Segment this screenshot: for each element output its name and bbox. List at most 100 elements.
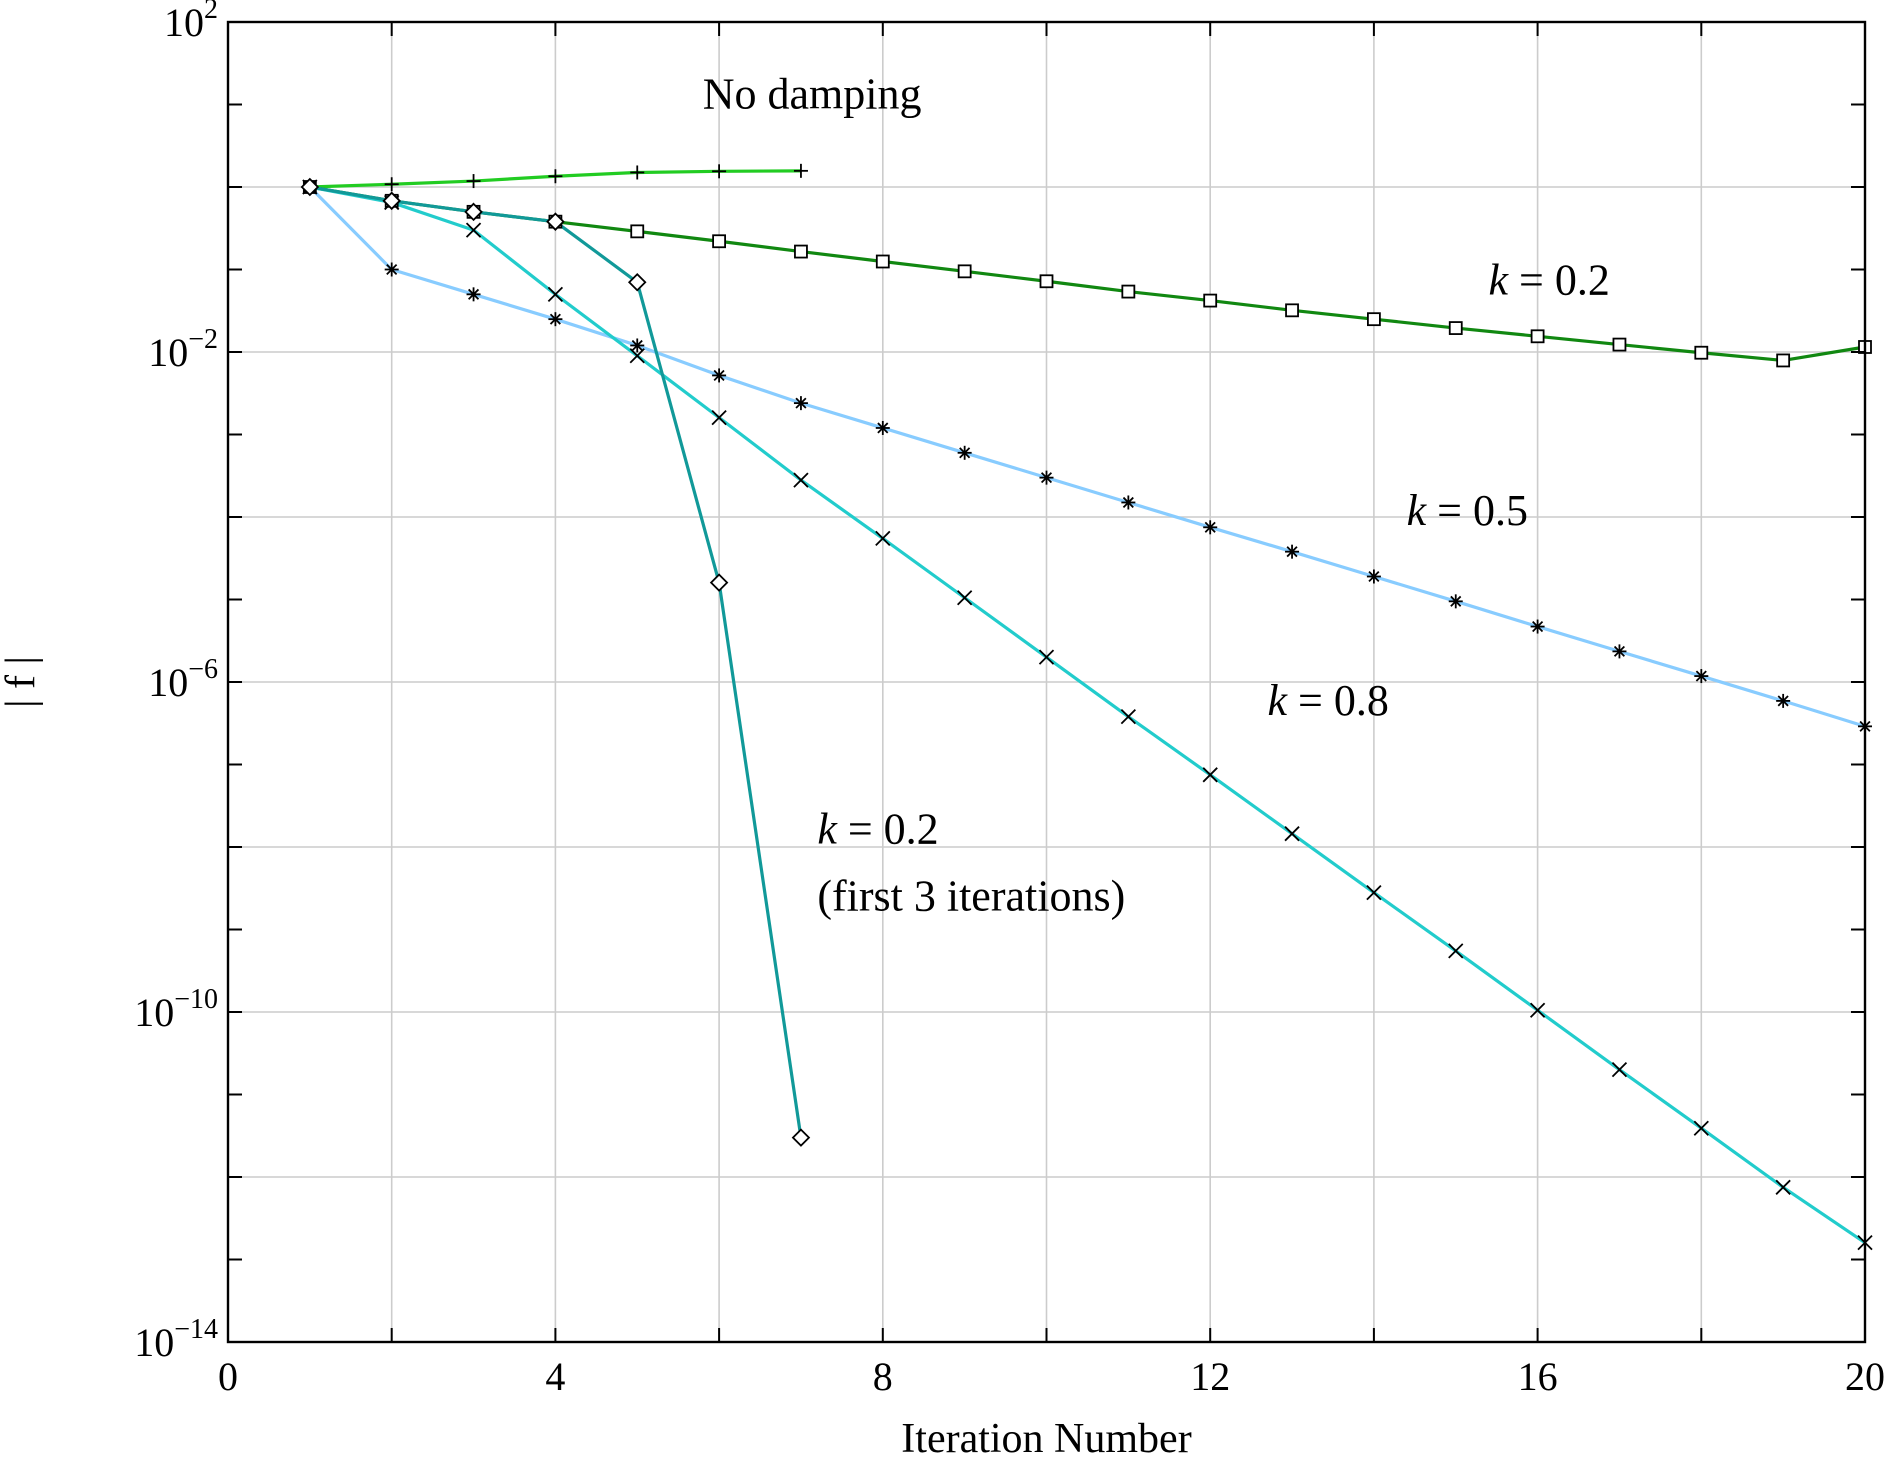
data-point-x <box>547 286 564 302</box>
x-tick-label: 12 <box>1190 1354 1230 1399</box>
data-point-plus <box>548 169 563 184</box>
data-point-square <box>957 264 972 279</box>
annotation-text: No damping <box>703 69 922 118</box>
x-tick-label: 4 <box>545 1354 565 1399</box>
data-point-x <box>793 472 809 488</box>
data-point-x <box>1775 1179 1791 1195</box>
data-point-square <box>1612 337 1627 352</box>
annotation-text: = 0.8 <box>1287 676 1389 725</box>
series-line-3 <box>309 185 1866 1244</box>
data-point-x <box>1529 1002 1546 1018</box>
y-tick-exponent: 2 <box>204 0 218 25</box>
y-tick-base: 10 <box>164 0 204 45</box>
data-point-asterisk <box>1776 693 1791 708</box>
data-point-asterisk <box>793 396 808 411</box>
data-point-diamond <box>382 191 401 211</box>
data-point-asterisk <box>1203 520 1218 535</box>
data-point-asterisk <box>1121 495 1136 510</box>
data-point-x <box>629 348 645 364</box>
y-tick-base: 10 <box>134 1320 174 1365</box>
series-markers <box>300 163 1873 1251</box>
y-tick-base: 10 <box>134 990 174 1035</box>
data-point-asterisk <box>384 262 399 277</box>
data-point-plus <box>384 177 399 192</box>
y-tick-label: 102 <box>164 0 218 45</box>
data-point-square <box>712 234 726 249</box>
series-line-1 <box>309 185 1866 363</box>
data-point-plus <box>712 164 727 179</box>
data-point-asterisk <box>1366 569 1381 584</box>
data-point-x <box>1120 709 1136 725</box>
data-point-x <box>1611 1062 1628 1078</box>
y-tick-exponent: −2 <box>188 324 218 355</box>
data-point-asterisk <box>1694 669 1709 684</box>
x-tick-label: 20 <box>1845 1354 1885 1399</box>
data-point-square <box>1530 329 1545 344</box>
y-tick-label: 10−6 <box>148 654 218 705</box>
data-point-x <box>1284 826 1300 842</box>
data-point-square <box>1121 284 1136 299</box>
data-point-asterisk <box>1039 470 1054 485</box>
data-point-x <box>1366 884 1382 901</box>
annotation-text: = 0.5 <box>1426 486 1528 535</box>
axis-ticks <box>228 22 1865 1342</box>
data-point-diamond <box>464 202 483 222</box>
data-point-plus <box>793 163 808 178</box>
data-point-diamond <box>709 573 729 592</box>
data-point-x <box>1202 767 1218 783</box>
data-point-asterisk <box>712 368 727 383</box>
data-point-x <box>957 590 973 606</box>
data-point-x <box>1448 943 1464 959</box>
annotation-text: = 0.2 <box>1508 255 1610 304</box>
data-point-square <box>630 224 645 239</box>
data-point-plus <box>466 174 481 189</box>
data-point-x <box>875 530 891 547</box>
data-point-x <box>1693 1120 1709 1136</box>
data-point-asterisk <box>548 312 563 327</box>
annotation-label: No damping <box>703 69 922 118</box>
data-point-plus <box>630 165 645 180</box>
annotation-label: (first 3 iterations) <box>817 871 1125 920</box>
y-tick-label: 10−10 <box>134 984 218 1035</box>
y-tick-exponent: −14 <box>174 1314 218 1345</box>
x-axis-label: Iteration Number <box>901 1416 1191 1462</box>
data-point-asterisk <box>1530 619 1545 634</box>
annotation-text: = 0.2 <box>837 805 939 854</box>
y-tick-label: 10−2 <box>148 324 218 375</box>
y-tick-base: 10 <box>148 330 188 375</box>
y-tick-exponent: −10 <box>174 984 218 1015</box>
annotation-label: k = 0.8 <box>1267 676 1388 725</box>
annotation-text: (first 3 iterations) <box>817 871 1125 920</box>
x-tick-label: 16 <box>1518 1354 1558 1399</box>
annotation-variable: k <box>1267 676 1288 725</box>
data-point-asterisk <box>1612 644 1627 659</box>
grid-lines <box>228 22 1865 1342</box>
data-point-asterisk <box>875 420 890 435</box>
annotation-variable: k <box>817 805 838 854</box>
data-point-asterisk <box>1285 544 1300 559</box>
data-point-x <box>1038 649 1055 665</box>
annotation-variable: k <box>1488 255 1509 304</box>
annotation-label: k = 0.2 <box>817 805 938 854</box>
data-point-square <box>1776 353 1791 368</box>
data-point-x <box>711 410 727 426</box>
data-point-square <box>1285 303 1299 318</box>
series-line-2 <box>308 185 1866 728</box>
data-point-square <box>1039 274 1054 289</box>
y-tick-label: 10−14 <box>134 1314 218 1365</box>
data-point-square <box>1448 321 1463 335</box>
y-axis-label: | f | <box>0 656 44 708</box>
data-point-x <box>465 222 482 238</box>
x-tick-label: 0 <box>218 1354 238 1399</box>
data-point-asterisk <box>630 338 645 353</box>
data-point-square <box>1694 345 1709 360</box>
x-tick-label: 8 <box>873 1354 893 1399</box>
data-point-diamond <box>546 212 565 231</box>
x-tick-labels: 0 4 8 12 16 20 <box>218 1354 1885 1399</box>
data-point-asterisk <box>1448 594 1463 609</box>
data-point-diamond <box>627 273 647 292</box>
y-tick-exponent: −6 <box>188 654 218 685</box>
